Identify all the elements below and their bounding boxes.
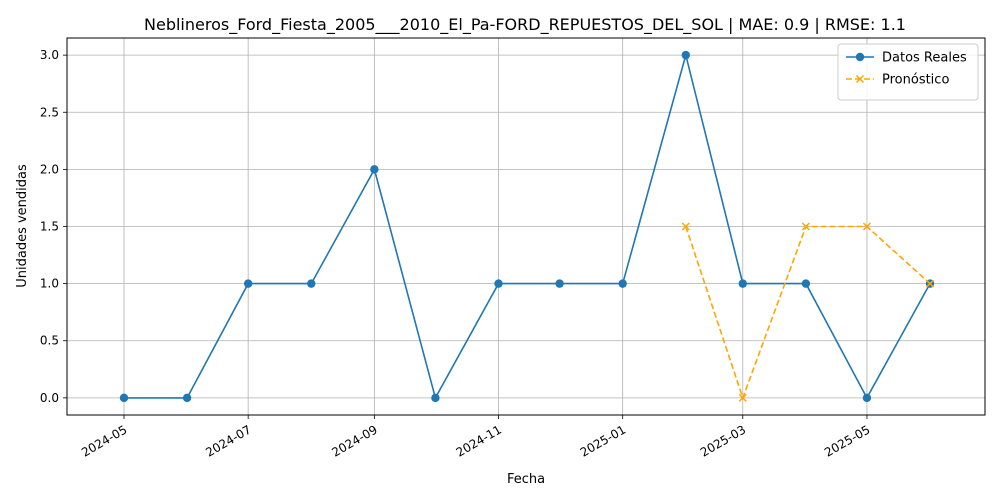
data-point [555,279,564,288]
data-point [431,393,440,403]
y-tick-label: 0.5 [40,334,59,348]
y-axis-label: Unidades vendidas [15,164,30,288]
x-tick-label: 2024-05 [79,422,129,459]
data-point [243,279,253,288]
y-tick-label: 0.0 [40,391,59,405]
series-line [685,225,931,401]
y-tick-label: 1.0 [40,277,59,291]
y-tick-label: 1.5 [40,220,59,234]
x-axis-label: Fecha [507,472,545,487]
y-tick-label: 3.0 [40,48,59,62]
chart-title: Neblineros_Ford_Fiesta_2005___2010_El_Pa… [144,15,906,35]
data-point [862,222,871,231]
data-point [182,393,192,403]
x-tick-label: 2025-05 [822,422,872,459]
data-point [862,393,872,403]
data-point [307,279,316,288]
legend-label: Datos Reales [882,51,967,66]
data-point [370,165,379,174]
data-point [926,279,935,288]
legend-box [837,43,979,101]
series-2 [681,222,935,402]
legend-marker [855,52,865,62]
legend-marker [855,74,865,84]
data-point [738,279,747,288]
x-tick-label: 2024-11 [454,422,504,459]
plot-frame [66,37,986,416]
data-point [119,393,129,403]
data-point [494,279,503,288]
data-point [681,50,690,60]
x-tick-label: 2024-09 [329,422,379,459]
data-point [801,279,811,288]
legend: Datos Reales Pronóstico [837,43,979,101]
data-point [801,222,810,231]
data-point [681,222,690,231]
x-tick-label: 2025-03 [698,422,748,459]
data-point [738,393,747,402]
grid [67,38,985,415]
series-layer [119,50,935,403]
y-tick-label: 2.0 [40,162,59,176]
legend-label: Pronóstico [882,73,949,88]
y-tick-label: 2.5 [40,105,59,119]
data-point [618,279,627,288]
x-tick-label: 2025-01 [578,422,628,459]
series-line [124,51,931,401]
x-tick-label: 2024-07 [203,422,253,459]
